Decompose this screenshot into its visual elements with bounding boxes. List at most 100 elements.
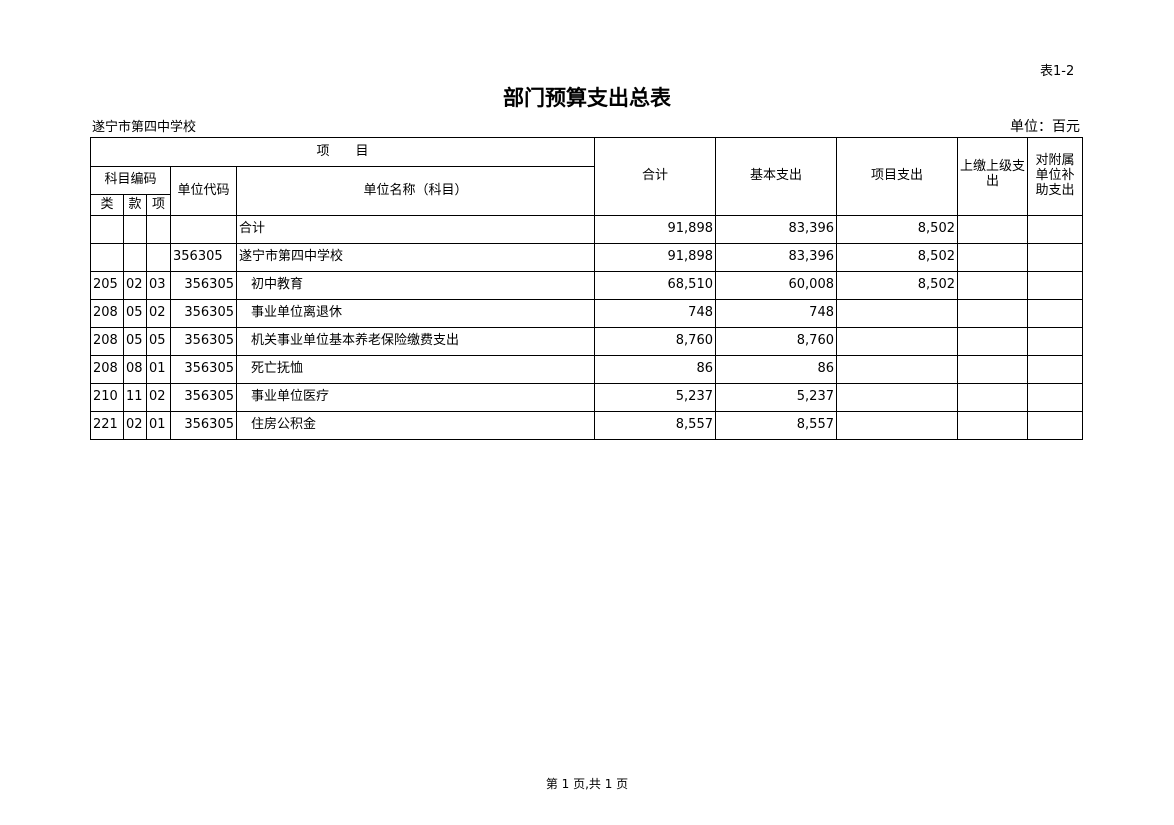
cell-xiang: 05 (146, 327, 171, 356)
cell-lei: 208 (90, 299, 124, 328)
cell-code: 356305 (170, 299, 237, 328)
organization-name: 遂宁市第四中学校 (92, 120, 197, 135)
cell-name: 合计 (236, 215, 595, 244)
header-project: 项目支出 (836, 137, 958, 216)
cell-kuan: 02 (123, 271, 147, 300)
cell-basic: 5,237 (715, 383, 837, 412)
cell-total: 8,760 (594, 327, 716, 356)
cell-xiang: 03 (146, 271, 171, 300)
cell-kuan: 11 (123, 383, 147, 412)
cell-kuan (123, 215, 147, 244)
cell-basic: 60,008 (715, 271, 837, 300)
table-row: 208 05 05 356305 机关事业单位基本养老保险缴费支出 8,760 8,760 (90, 327, 1083, 356)
header-upper: 上缴上级支出 (957, 137, 1028, 216)
table-row: 合计 91,898 83,396 8,502 (90, 215, 1083, 244)
cell-subsidy (1027, 299, 1083, 328)
table-row: 205 02 03 356305 初中教育 68,510 60,008 8,502 (90, 271, 1083, 300)
cell-lei: 208 (90, 355, 124, 384)
header-subject-code: 科目编码 (90, 166, 171, 195)
table-row: 221 02 01 356305 住房公积金 8,557 8,557 (90, 411, 1083, 440)
cell-lei: 208 (90, 327, 124, 356)
cell-upper (957, 383, 1028, 412)
header-xiang: 项 (146, 194, 171, 216)
header-subsidy: 对附属单位补助支出 (1027, 137, 1083, 216)
cell-project (836, 355, 958, 384)
cell-name: 事业单位医疗 (236, 383, 595, 412)
cell-project: 8,502 (836, 215, 958, 244)
header-unit-code: 单位代码 (170, 166, 237, 216)
cell-total: 68,510 (594, 271, 716, 300)
cell-basic: 8,557 (715, 411, 837, 440)
cell-upper (957, 411, 1028, 440)
table-row: 356305 遂宁市第四中学校 91,898 83,396 8,502 (90, 243, 1083, 272)
cell-basic: 86 (715, 355, 837, 384)
cell-upper (957, 215, 1028, 244)
cell-code: 356305 (170, 355, 237, 384)
cell-kuan: 08 (123, 355, 147, 384)
budget-table: 项 目 合计 基本支出 项目支出 上缴上级支出 对附属单位补助支出 科目编码 单… (90, 137, 1083, 440)
cell-basic: 83,396 (715, 215, 837, 244)
cell-kuan: 02 (123, 411, 147, 440)
cell-kuan (123, 243, 147, 272)
table-row: 208 05 02 356305 事业单位离退休 748 748 (90, 299, 1083, 328)
cell-xiang (146, 243, 171, 272)
cell-subsidy (1027, 411, 1083, 440)
cell-code: 356305 (170, 271, 237, 300)
cell-upper (957, 327, 1028, 356)
cell-subsidy (1027, 215, 1083, 244)
cell-name: 初中教育 (236, 271, 595, 300)
table-row: 208 08 01 356305 死亡抚恤 86 86 (90, 355, 1083, 384)
cell-name: 事业单位离退休 (236, 299, 595, 328)
cell-xiang: 02 (146, 299, 171, 328)
cell-total: 8,557 (594, 411, 716, 440)
cell-xiang (146, 215, 171, 244)
page-title: 部门预算支出总表 (503, 86, 671, 110)
cell-project: 8,502 (836, 243, 958, 272)
header-basic: 基本支出 (715, 137, 837, 216)
table-row: 210 11 02 356305 事业单位医疗 5,237 5,237 (90, 383, 1083, 412)
cell-name: 遂宁市第四中学校 (236, 243, 595, 272)
cell-total: 91,898 (594, 215, 716, 244)
cell-total: 748 (594, 299, 716, 328)
cell-total: 91,898 (594, 243, 716, 272)
cell-kuan: 05 (123, 327, 147, 356)
cell-basic: 8,760 (715, 327, 837, 356)
cell-xiang: 01 (146, 355, 171, 384)
cell-project: 8,502 (836, 271, 958, 300)
page-footer: 第 1 页,共 1 页 (545, 777, 629, 791)
cell-lei (90, 243, 124, 272)
cell-name: 机关事业单位基本养老保险缴费支出 (236, 327, 595, 356)
cell-xiang: 01 (146, 411, 171, 440)
cell-subsidy (1027, 383, 1083, 412)
cell-project (836, 411, 958, 440)
cell-project (836, 383, 958, 412)
cell-basic: 83,396 (715, 243, 837, 272)
cell-total: 5,237 (594, 383, 716, 412)
cell-code: 356305 (170, 411, 237, 440)
cell-name: 死亡抚恤 (236, 355, 595, 384)
header-lei: 类 (90, 194, 124, 216)
cell-upper (957, 271, 1028, 300)
cell-total: 86 (594, 355, 716, 384)
cell-lei: 210 (90, 383, 124, 412)
unit-label: 单位：百元 (1010, 119, 1080, 135)
cell-project (836, 327, 958, 356)
cell-lei: 205 (90, 271, 124, 300)
cell-subsidy (1027, 243, 1083, 272)
header-kuan: 款 (123, 194, 147, 216)
cell-upper (957, 243, 1028, 272)
header-item: 项 目 (90, 137, 595, 167)
cell-lei: 221 (90, 411, 124, 440)
cell-code (170, 215, 237, 244)
cell-upper (957, 355, 1028, 384)
header-total: 合计 (594, 137, 716, 216)
cell-upper (957, 299, 1028, 328)
cell-subsidy (1027, 271, 1083, 300)
cell-code: 356305 (170, 327, 237, 356)
cell-code: 356305 (170, 383, 237, 412)
table-number: 表1-2 (1040, 64, 1075, 79)
cell-subsidy (1027, 355, 1083, 384)
cell-kuan: 05 (123, 299, 147, 328)
header-unit-name: 单位名称（科目） (236, 166, 595, 216)
cell-name: 住房公积金 (236, 411, 595, 440)
